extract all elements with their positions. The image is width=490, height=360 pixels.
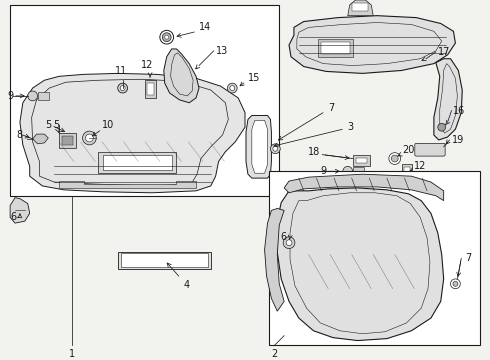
Bar [59, 133, 75, 148]
Polygon shape [277, 188, 443, 341]
Text: 20: 20 [403, 145, 415, 155]
Text: 1: 1 [69, 349, 75, 359]
Bar [103, 155, 172, 170]
Text: 9: 9 [7, 91, 13, 101]
Text: 4: 4 [167, 263, 190, 290]
Text: 14: 14 [199, 22, 211, 32]
Text: 8: 8 [17, 130, 23, 140]
Polygon shape [284, 174, 443, 201]
Text: 9: 9 [320, 166, 326, 176]
Text: 12: 12 [141, 60, 153, 71]
Circle shape [343, 166, 353, 176]
Circle shape [438, 123, 445, 131]
Text: 13: 13 [216, 46, 228, 56]
Bar [145, 80, 156, 98]
Circle shape [270, 144, 280, 154]
Bar [10, 5, 279, 196]
Text: 15: 15 [248, 73, 260, 83]
Circle shape [392, 155, 398, 162]
Bar [38, 92, 49, 100]
Bar [98, 152, 176, 173]
Circle shape [283, 237, 295, 248]
Text: 11: 11 [115, 66, 127, 76]
Circle shape [227, 83, 237, 93]
Text: 6: 6 [280, 232, 286, 242]
Text: 12: 12 [415, 161, 427, 171]
Text: 2: 2 [271, 349, 277, 359]
Bar [404, 167, 411, 179]
Text: 10: 10 [102, 120, 114, 130]
Text: 7: 7 [278, 103, 335, 140]
Circle shape [230, 86, 235, 90]
Polygon shape [164, 49, 199, 103]
Polygon shape [20, 73, 245, 193]
Circle shape [82, 131, 96, 145]
Text: 7: 7 [465, 253, 471, 264]
Circle shape [273, 146, 278, 151]
Text: 17: 17 [438, 47, 450, 57]
Polygon shape [33, 134, 49, 144]
Bar [321, 42, 350, 54]
Text: 6: 6 [11, 212, 17, 222]
Circle shape [162, 33, 171, 42]
Circle shape [160, 30, 173, 44]
Circle shape [120, 86, 125, 90]
Bar [270, 171, 480, 346]
Polygon shape [434, 59, 462, 140]
Text: 5: 5 [53, 120, 59, 133]
FancyBboxPatch shape [415, 143, 445, 156]
Polygon shape [246, 116, 271, 178]
Bar [353, 167, 365, 175]
Text: 3: 3 [274, 122, 354, 147]
Polygon shape [59, 181, 196, 188]
Text: 19: 19 [451, 135, 464, 145]
Bar [121, 253, 208, 267]
Circle shape [453, 282, 458, 286]
Polygon shape [252, 120, 268, 173]
Polygon shape [265, 208, 284, 311]
Text: 16: 16 [453, 105, 465, 116]
Circle shape [389, 153, 401, 165]
Polygon shape [348, 0, 373, 15]
Bar [402, 165, 413, 182]
Circle shape [85, 134, 93, 142]
Bar [147, 83, 154, 95]
Circle shape [286, 240, 292, 246]
Circle shape [450, 279, 460, 289]
Circle shape [165, 35, 169, 39]
Polygon shape [10, 198, 30, 223]
Bar [118, 252, 211, 269]
Bar [353, 155, 370, 166]
Bar [62, 136, 73, 145]
Polygon shape [289, 15, 455, 73]
Circle shape [118, 83, 127, 93]
Circle shape [28, 91, 38, 101]
Bar [318, 39, 353, 57]
Text: 5: 5 [45, 120, 51, 130]
Text: 18: 18 [308, 147, 320, 157]
Bar [352, 3, 368, 11]
Bar [356, 158, 368, 163]
